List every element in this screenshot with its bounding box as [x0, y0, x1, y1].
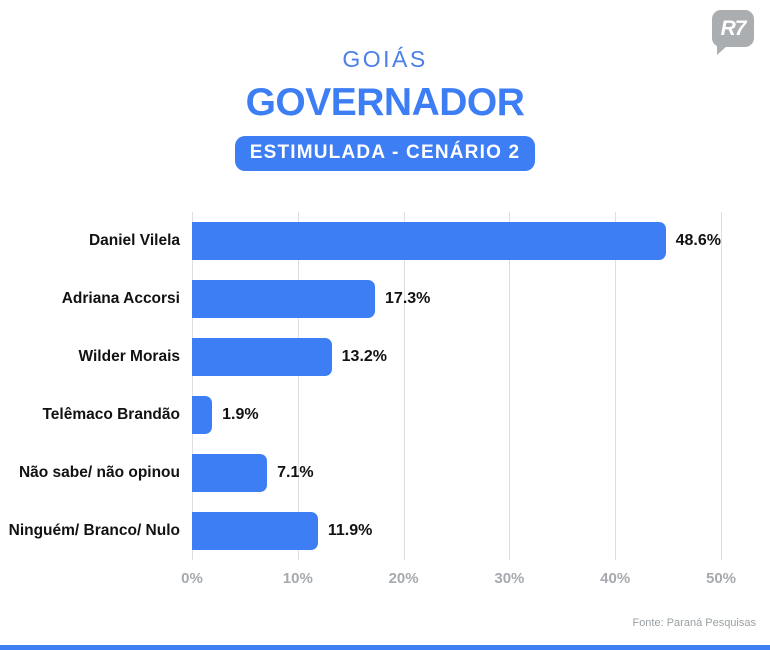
- x-tick: 10%: [282, 570, 313, 587]
- x-tick: 40%: [600, 570, 631, 587]
- plot-area: [192, 212, 722, 560]
- bar: [192, 280, 376, 318]
- region-title: GOIÁS: [342, 46, 428, 72]
- category-label: Ninguém/ Branco/ Nulo: [8, 522, 180, 539]
- bar-row: Não sabe/ não opinou 7.1%: [0, 444, 770, 502]
- bar: [192, 396, 213, 434]
- bar: [192, 454, 268, 492]
- x-tick: 50%: [705, 570, 737, 587]
- x-axis: 0% 10% 20% 30% 40% 50%: [181, 570, 736, 590]
- value-label: 48.6%: [675, 232, 721, 249]
- gridline-30: [509, 212, 511, 560]
- page-title: GOVERNADOR: [245, 81, 525, 124]
- bar-row: Adriana Accorsi 17.3%: [0, 270, 770, 328]
- r7-logo: R7: [712, 10, 754, 55]
- speech-bubble-tail: [717, 45, 728, 55]
- value-label: 1.9%: [222, 406, 259, 423]
- bar-row: Daniel Vilela 48.6%: [0, 212, 770, 270]
- x-tick: 0%: [181, 570, 203, 587]
- x-tick: 20%: [388, 570, 419, 587]
- bottom-accent-strip: [0, 645, 770, 650]
- bar-row: Wilder Morais 13.2%: [0, 328, 770, 386]
- scenario-badge: ESTIMULADA - CENÁRIO 2: [234, 136, 536, 171]
- category-label: Telêmaco Brandão: [42, 406, 180, 423]
- title-block: GOIÁS GOVERNADOR ESTIMULADA - CENÁRIO 2: [0, 46, 770, 171]
- bar: [192, 338, 332, 376]
- value-label: 11.9%: [327, 522, 373, 539]
- source-credit: Fonte: Paraná Pesquisas: [632, 617, 756, 629]
- bar-row: Telêmaco Brandão 1.9%: [0, 386, 770, 444]
- gridline-0: [192, 212, 193, 560]
- gridline-20: [403, 212, 405, 560]
- r7-logo-text: R7: [720, 16, 747, 40]
- gridline-10: [297, 212, 299, 560]
- x-tick: 30%: [494, 570, 525, 587]
- bar-row: Ninguém/ Branco/ Nulo 11.9%: [0, 502, 770, 560]
- category-label: Adriana Accorsi: [61, 290, 180, 307]
- value-label: 13.2%: [341, 348, 388, 365]
- gridline-50: [721, 212, 722, 560]
- bar: [192, 222, 666, 260]
- bar-rows: Daniel Vilela 48.6% Adriana Accorsi 17.3…: [0, 212, 770, 560]
- gridline-40: [615, 212, 617, 560]
- category-label: Wilder Morais: [78, 348, 181, 365]
- bar-chart: Daniel Vilela 48.6% Adriana Accorsi 17.3…: [0, 212, 770, 587]
- bar: [192, 512, 318, 550]
- value-label: 7.1%: [277, 464, 314, 481]
- category-label: Daniel Vilela: [88, 232, 180, 249]
- category-label: Não sabe/ não opinou: [18, 464, 180, 481]
- value-label: 17.3%: [385, 290, 431, 307]
